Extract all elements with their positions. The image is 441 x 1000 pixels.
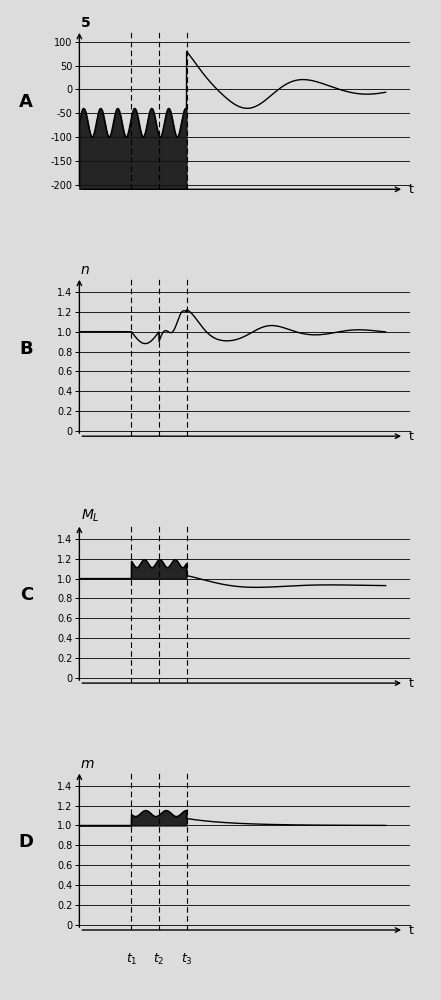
- Text: $M_L$: $M_L$: [81, 507, 100, 524]
- Text: A: A: [19, 93, 33, 111]
- Text: t: t: [409, 677, 414, 690]
- Text: $t_1$: $t_1$: [126, 952, 137, 967]
- Text: 5: 5: [81, 16, 91, 30]
- Text: t: t: [409, 183, 414, 196]
- Text: C: C: [20, 586, 33, 604]
- Text: $t_2$: $t_2$: [153, 952, 165, 967]
- Text: t: t: [409, 924, 414, 936]
- Text: B: B: [19, 340, 33, 358]
- Text: n: n: [81, 263, 90, 277]
- Text: m: m: [81, 757, 94, 771]
- Text: D: D: [18, 833, 33, 851]
- Text: t: t: [409, 430, 414, 443]
- Text: $t_3$: $t_3$: [181, 952, 192, 967]
